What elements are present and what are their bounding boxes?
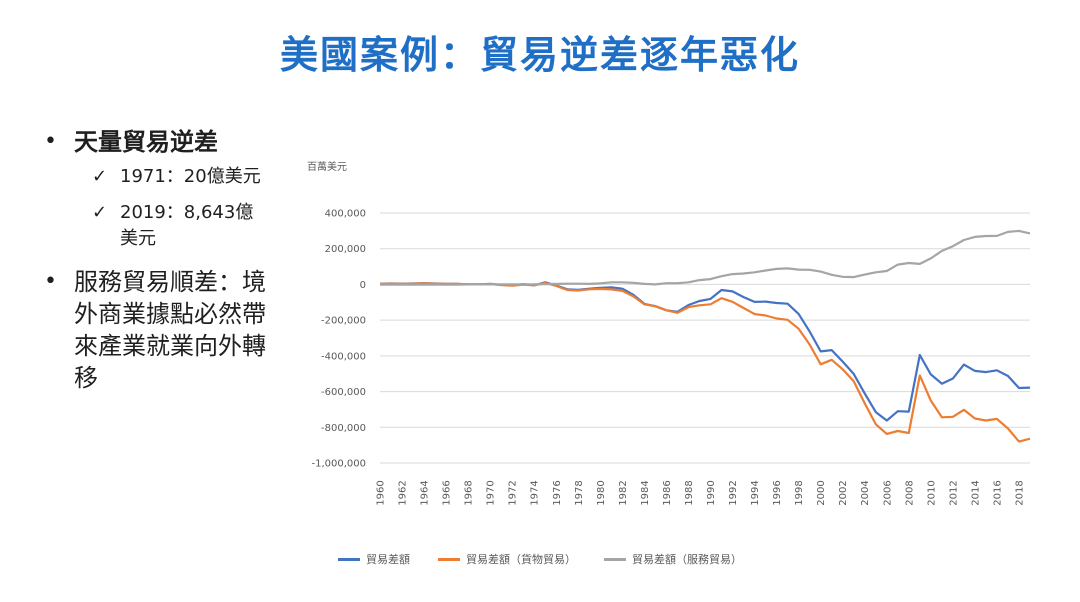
bullet-item: • 服務貿易順差：境外商業據點必然帶來產業就業向外轉移 <box>44 266 284 394</box>
series-line <box>380 229 1031 286</box>
gridlines <box>380 212 1030 464</box>
x-tick-label: 1998 <box>794 480 805 505</box>
x-tick-label: 2010 <box>926 480 937 505</box>
x-tick-label: 1968 <box>464 480 475 505</box>
y-tick-label: -1,000,000 <box>311 459 366 470</box>
bullet-item: • 天量貿易逆差 <box>44 126 284 158</box>
x-tick-label: 1992 <box>728 480 739 505</box>
trade-balance-chart: 百萬美元 400,000 200,000 0 -200,000 -400,000 -600… <box>307 160 1031 506</box>
x-tick-label: 2012 <box>948 480 959 505</box>
x-tick-label: 1970 <box>486 480 497 505</box>
y-tick-label: -600,000 <box>321 387 366 398</box>
x-tick-label: 1960 <box>376 480 387 505</box>
bullet-text: 服務貿易順差：境外商業據點必然帶來產業就業向外轉移 <box>74 268 266 392</box>
sub-bullet-text: 2019：8,643億美元 <box>120 202 254 249</box>
y-tick-label: 400,000 <box>325 209 366 220</box>
y-tick-label: -400,000 <box>321 351 366 362</box>
x-tick-label: 2014 <box>970 480 981 505</box>
legend-item: 貿易差額 <box>338 551 410 567</box>
x-tick-label: 2000 <box>816 480 827 505</box>
sub-bullet-item: ✓ 2019：8,643億美元 <box>92 200 270 252</box>
x-tick-label: 2008 <box>904 480 915 505</box>
bullet-list: • 天量貿易逆差 ✓ 1971：20億美元 ✓ 2019：8,643億美元 • … <box>44 126 284 394</box>
x-tick-label: 1980 <box>596 480 607 505</box>
x-axis-ticks: 1960 1962 1964 1966 1968 1970 1972 1974 1976 1978… <box>376 480 1026 505</box>
legend-label: 貿易差額（貨物貿易） <box>466 553 576 566</box>
x-tick-label: 1978 <box>574 480 585 505</box>
y-axis-ticks: 400,000 200,000 0 -200,000 -400,000 -600,000 -… <box>311 209 366 470</box>
bullet-icon: • <box>44 269 57 294</box>
y-tick-label: 200,000 <box>325 244 366 255</box>
series-line <box>380 281 1031 443</box>
x-tick-label: 1986 <box>662 480 673 505</box>
y-axis-unit-label: 百萬美元 <box>307 160 347 173</box>
check-icon: ✓ <box>92 166 108 187</box>
x-tick-label: 1976 <box>552 480 563 505</box>
legend-item: 貿易差額（貨物貿易） <box>438 551 576 567</box>
x-tick-label: 1988 <box>684 480 695 505</box>
y-tick-label: 0 <box>360 280 366 291</box>
x-tick-label: 1994 <box>750 480 761 505</box>
sub-bullet-item: ✓ 1971：20億美元 <box>92 164 270 190</box>
series-line <box>379 281 1031 422</box>
legend-label: 貿易差額（服務貿易） <box>632 553 742 566</box>
slide-title: 美國案例：貿易逆差逐年惡化 <box>279 33 800 77</box>
x-tick-label: 1966 <box>442 480 453 505</box>
x-tick-label: 1974 <box>530 480 541 505</box>
y-tick-label: -200,000 <box>321 316 366 327</box>
x-tick-label: 1996 <box>772 480 783 505</box>
x-tick-label: 2016 <box>992 480 1003 505</box>
bullet-text: 天量貿易逆差 <box>74 128 218 156</box>
series-lines <box>379 229 1031 443</box>
legend-swatch <box>438 557 460 561</box>
y-tick-label: -800,000 <box>321 423 366 434</box>
chart-legend: 貿易差額 貿易差額（貨物貿易） 貿易差額（服務貿易） <box>0 551 1080 567</box>
legend-swatch <box>338 557 360 561</box>
legend-item: 貿易差額（服務貿易） <box>604 551 742 567</box>
legend-label: 貿易差額 <box>366 553 410 566</box>
x-tick-label: 1962 <box>398 480 409 505</box>
legend-swatch <box>604 557 626 561</box>
x-tick-label: 2004 <box>860 480 871 505</box>
x-tick-label: 1984 <box>640 480 651 505</box>
bullet-icon: • <box>44 129 57 154</box>
x-tick-label: 1972 <box>508 480 519 505</box>
x-tick-label: 1964 <box>420 480 431 505</box>
x-tick-label: 1990 <box>706 480 717 505</box>
check-icon: ✓ <box>92 202 108 223</box>
x-tick-label: 1982 <box>618 480 629 505</box>
x-tick-label: 2002 <box>838 480 849 505</box>
x-tick-label: 2018 <box>1014 480 1025 505</box>
x-tick-label: 2006 <box>882 480 893 505</box>
sub-bullet-text: 1971：20億美元 <box>120 166 261 187</box>
